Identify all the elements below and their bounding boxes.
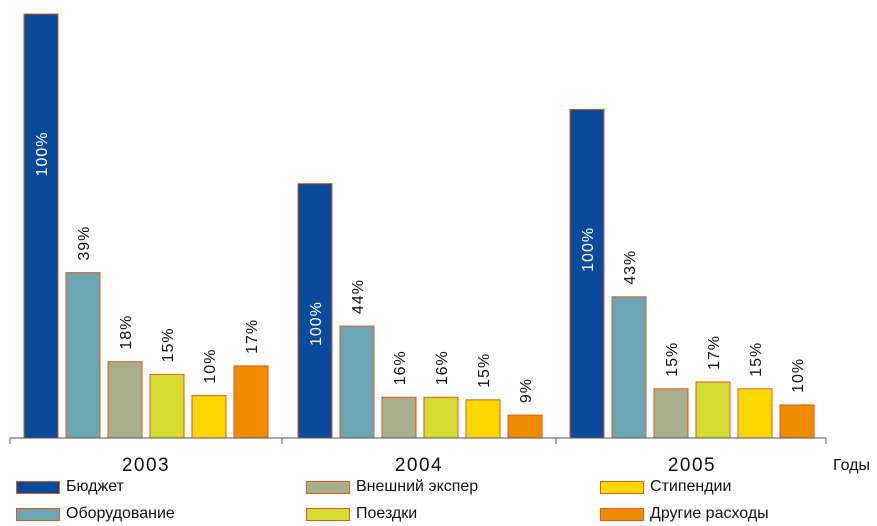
x-tick-label-2003: 2003 — [122, 455, 170, 476]
data-label-2003-2: 18% — [118, 315, 135, 350]
bar-2005-5 — [779, 404, 815, 439]
bar-2003-4 — [191, 395, 227, 439]
x-axis-label: Годы — [833, 457, 870, 474]
data-label-2003-0: 100% — [34, 132, 51, 177]
bar-2004-5 — [507, 414, 543, 439]
data-label-2005-4: 15% — [748, 342, 765, 377]
bar-2005-3 — [695, 381, 731, 439]
bar-2005-2 — [653, 388, 689, 439]
bar-2004-3 — [423, 396, 459, 439]
bar-2003-2 — [107, 361, 143, 439]
bar-2005-1 — [611, 296, 647, 439]
data-label-2004-2: 16% — [392, 350, 409, 385]
data-label-2004-4: 15% — [476, 353, 493, 388]
bar-2004-4 — [465, 399, 501, 439]
x-tick-label-2004: 2004 — [395, 455, 443, 476]
data-label-2005-2: 15% — [664, 342, 681, 377]
data-label-2005-3: 17% — [706, 335, 723, 370]
bar-2003-1 — [65, 272, 101, 439]
data-label-2005-0: 100% — [580, 227, 597, 272]
bar-2003-5 — [233, 365, 269, 439]
bar-2004-2 — [381, 396, 417, 439]
data-label-2003-1: 39% — [76, 226, 93, 261]
bar-2004-1 — [339, 325, 375, 439]
data-label-2003-3: 15% — [160, 327, 177, 362]
data-label-2004-0: 100% — [308, 301, 325, 346]
data-label-2004-3: 16% — [434, 350, 451, 385]
bar-2003-3 — [149, 373, 185, 439]
data-label-2003-4: 10% — [202, 349, 219, 384]
bar-2003-0 — [23, 13, 59, 439]
bar-2005-0 — [569, 108, 605, 439]
data-label-2004-1: 44% — [350, 279, 367, 314]
data-label-2005-5: 10% — [790, 358, 807, 393]
bar-2004-0 — [297, 183, 333, 439]
x-tick-label-2005: 2005 — [668, 455, 716, 476]
data-label-2003-5: 17% — [244, 319, 261, 354]
data-label-2004-5: 9% — [518, 378, 535, 403]
data-label-2005-1: 43% — [622, 250, 639, 285]
bar-2005-4 — [737, 388, 773, 439]
